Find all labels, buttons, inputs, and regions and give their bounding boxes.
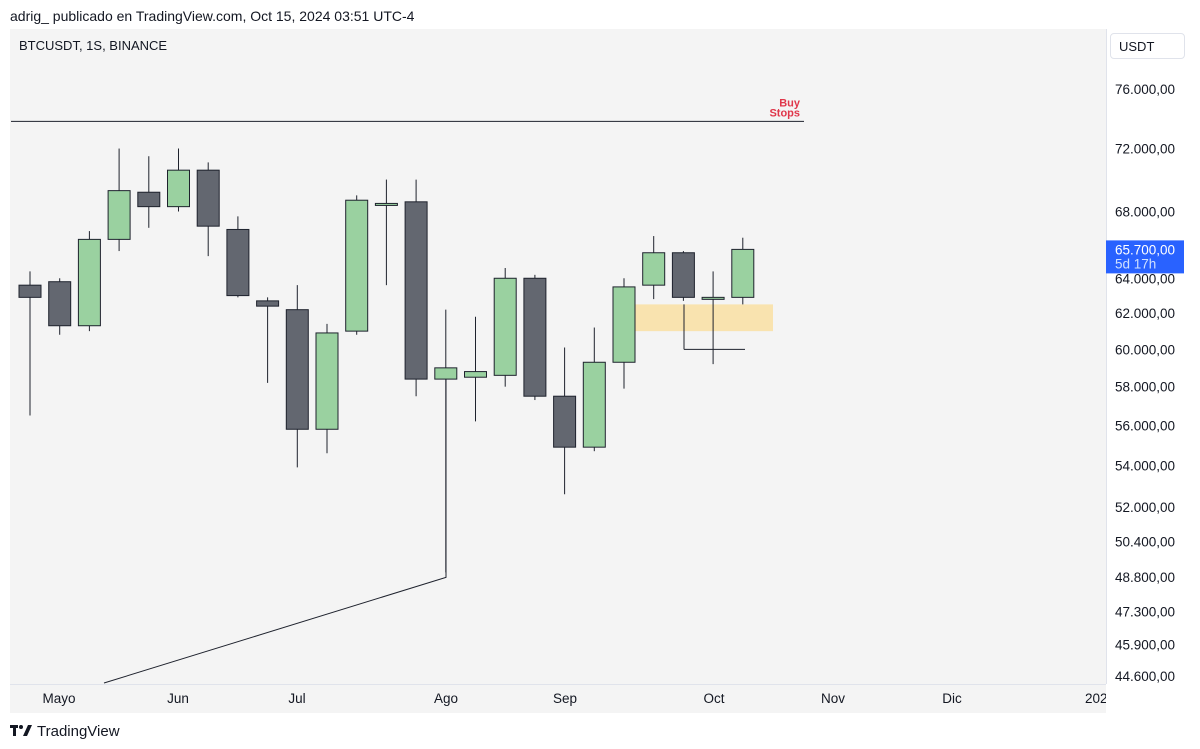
price-tick-label: 62.000,00: [1115, 306, 1175, 321]
tradingview-logo-icon: [10, 725, 32, 736]
demand-zone: [626, 304, 773, 332]
time-tick-label: Sep: [553, 691, 577, 706]
candle-body: [582, 361, 606, 448]
price-tick-label: 58.000,00: [1115, 380, 1175, 395]
countdown-label: 5d 17h: [1115, 256, 1156, 271]
candle-body: [612, 286, 636, 363]
price-tick-label: 50.400,00: [1115, 534, 1175, 549]
candle-body: [315, 332, 339, 430]
candle-body: [553, 395, 577, 448]
candle-body: [137, 191, 161, 208]
time-tick-label: Ago: [434, 691, 458, 706]
candle-body: [701, 296, 725, 300]
candle-body: [107, 190, 131, 240]
candle-body: [671, 252, 695, 298]
price-tick-label: 47.300,00: [1115, 604, 1175, 619]
price-tick-label: 64.000,00: [1115, 271, 1175, 286]
price-tick-label: 72.000,00: [1115, 142, 1175, 157]
time-tick-label: Dic: [942, 691, 962, 706]
price-tick-label: 60.000,00: [1115, 342, 1175, 357]
candle-body: [434, 367, 458, 380]
trendline: [103, 367, 447, 684]
current-price-label: 65.700,00: [1115, 242, 1175, 257]
candle-body: [731, 248, 755, 298]
tradingview-branding: TradingView: [10, 720, 120, 742]
symbol-label[interactable]: BTCUSDT, 1S, BINANCE: [19, 38, 168, 53]
price-tick-label: 44.600,00: [1115, 669, 1175, 684]
currency-selector[interactable]: USDT: [1110, 33, 1185, 59]
price-tick-label: 45.900,00: [1115, 637, 1175, 652]
price-tick-label: 56.000,00: [1115, 418, 1175, 433]
current-price-tag[interactable]: [1106, 240, 1184, 274]
time-tick-label: Jun: [167, 691, 189, 706]
buy-stops-label: Buy: [779, 97, 801, 109]
price-tick-label: 76.000,00: [1115, 82, 1175, 97]
candle-body: [642, 252, 666, 286]
candle-body: [256, 300, 280, 307]
publish-attribution: adrig_ publicado en TradingView.com, Oct…: [10, 8, 415, 24]
candle-body: [167, 169, 190, 208]
price-tick-label: 52.000,00: [1115, 500, 1175, 515]
candle-body: [374, 202, 398, 206]
buy-stops-label: Stops: [769, 107, 800, 119]
time-tick-label: Oct: [703, 691, 724, 706]
candle-body: [464, 371, 487, 378]
time-tick-label: Nov: [821, 691, 845, 706]
candle-body: [18, 284, 42, 298]
price-tick-label: 54.000,00: [1115, 458, 1175, 473]
time-tick-label: Jul: [288, 691, 305, 706]
candle-body: [196, 169, 220, 227]
candle-body: [48, 281, 72, 327]
candle-body: [285, 309, 309, 430]
candle-body: [404, 201, 428, 380]
price-axis[interactable]: [1106, 29, 1191, 684]
price-axis-corner: [1106, 684, 1190, 712]
candle-body: [226, 228, 250, 297]
candle-body: [77, 238, 101, 327]
candle-body: [345, 199, 369, 332]
candle-body: [493, 277, 517, 376]
price-tick-label: 48.800,00: [1115, 570, 1175, 585]
tradingview-brand: TradingView: [37, 722, 120, 740]
time-axis[interactable]: [10, 684, 1106, 713]
time-tick-label: Mayo: [42, 691, 75, 706]
candle-body: [523, 277, 547, 397]
price-tick-label: 68.000,00: [1115, 204, 1175, 219]
chart-pane[interactable]: [10, 29, 1106, 684]
